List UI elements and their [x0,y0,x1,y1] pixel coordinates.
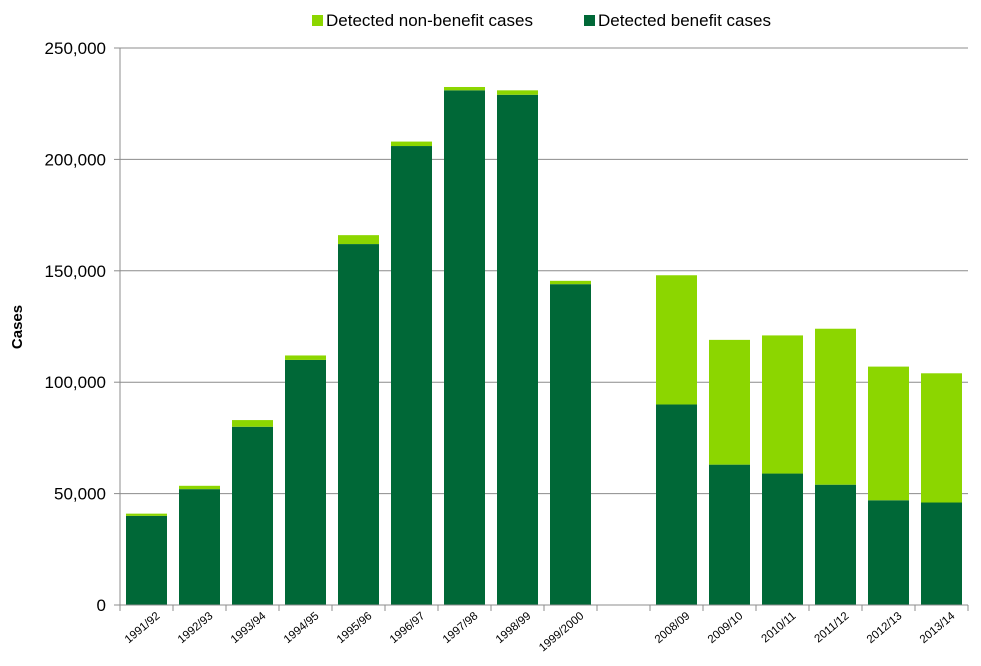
x-tick-label: 1999/2000 [537,610,586,654]
x-tick-label: 1991/92 [123,610,163,646]
bars [126,86,962,606]
bar-detected-non-benefit [709,339,750,465]
bar-detected-non-benefit [868,366,909,501]
x-tick-label: 1997/98 [441,610,481,646]
bar-detected-non-benefit [232,420,273,427]
bar-detected-non-benefit [391,141,432,147]
bar-detected-benefit [338,244,379,605]
bar-detected-benefit [550,284,591,605]
x-tick-label: 2011/12 [813,610,852,645]
x-tick-label: 2013/14 [918,610,958,646]
bar-detected-benefit [126,515,167,605]
x-tick-label: 1996/97 [388,610,428,646]
x-tick-label: 2008/09 [653,610,693,646]
y-axis-title: Cases [9,305,26,349]
bar-detected-non-benefit [656,275,697,405]
bar-detected-benefit [868,500,909,605]
y-tick-label: 100,000 [45,373,106,392]
bar-detected-non-benefit [126,513,167,516]
bar-detected-benefit [391,146,432,606]
bar-detected-non-benefit [815,328,856,485]
x-tick-label: 2010/11 [760,610,799,645]
bar-detected-benefit [285,359,326,605]
legend-label: Detected non-benefit cases [326,11,533,30]
y-tick-label: 250,000 [45,39,106,58]
bar-detected-non-benefit [921,373,962,503]
x-tick-label: 2009/10 [706,610,746,646]
bar-detected-benefit [497,94,538,606]
x-tick-label: 1998/99 [494,610,534,646]
bar-detected-benefit [762,473,803,605]
bar-detected-benefit [815,484,856,605]
y-tick-label: 150,000 [45,262,106,281]
legend-swatch [584,15,595,26]
x-tick-label: 2012/13 [865,610,905,646]
x-tick-label: 1993/94 [229,610,269,646]
y-tick-label: 0 [97,596,106,615]
x-tick-label: 1994/95 [282,610,322,646]
bar-detected-non-benefit [338,235,379,245]
bar-detected-benefit [179,489,220,605]
x-tick-label: 1995/96 [335,610,375,646]
bar-detected-non-benefit [285,355,326,360]
bar-detected-benefit [656,404,697,605]
bar-detected-non-benefit [762,335,803,474]
bar-detected-benefit [232,426,273,605]
y-tick-label: 200,000 [45,150,106,169]
legend-swatch [312,15,323,26]
y-tick-label: 50,000 [54,485,106,504]
bar-detected-non-benefit [497,90,538,95]
legend: Detected non-benefit cases Detected benef… [312,11,771,30]
bar-detected-benefit [444,90,485,605]
bar-detected-non-benefit [550,280,591,285]
bar-detected-non-benefit [444,86,485,91]
legend-label: Detected benefit cases [598,11,771,30]
bar-detected-non-benefit [179,485,220,490]
bar-detected-benefit [921,502,962,605]
x-tick-label: 1992/93 [176,610,216,646]
bar-detected-benefit [709,464,750,605]
